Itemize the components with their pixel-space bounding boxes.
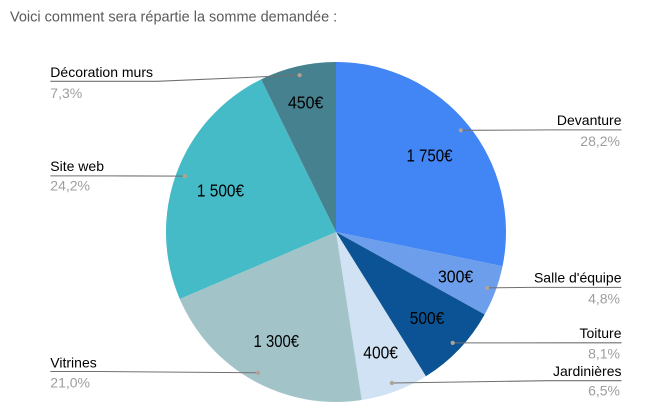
svg-text:Décoration murs: Décoration murs (50, 64, 153, 80)
svg-text:Toiture: Toiture (579, 325, 621, 341)
svg-text:4,8%: 4,8% (588, 290, 620, 306)
svg-text:Voici comment sera répartie la: Voici comment sera répartie la somme dem… (10, 10, 337, 26)
svg-text:400€: 400€ (363, 343, 398, 363)
svg-text:28,2%: 28,2% (580, 133, 620, 149)
svg-text:1 300€: 1 300€ (254, 331, 300, 351)
svg-text:500€: 500€ (410, 308, 445, 328)
svg-text:24,2%: 24,2% (50, 178, 90, 194)
svg-text:450€: 450€ (288, 93, 324, 113)
svg-text:6,5%: 6,5% (588, 383, 620, 399)
svg-text:Jardinières: Jardinières (553, 363, 621, 379)
svg-text:1 500€: 1 500€ (197, 180, 244, 200)
svg-text:300€: 300€ (438, 266, 474, 286)
svg-text:1 750€: 1 750€ (407, 146, 453, 166)
svg-text:Vitrines: Vitrines (50, 355, 96, 371)
svg-text:Site web: Site web (50, 158, 104, 174)
svg-text:Salle d'équipe: Salle d'équipe (534, 270, 622, 286)
svg-text:21,0%: 21,0% (50, 374, 90, 390)
svg-text:7,3%: 7,3% (50, 85, 82, 101)
svg-text:8,1%: 8,1% (588, 345, 620, 361)
svg-text:Devanture: Devanture (557, 112, 622, 128)
